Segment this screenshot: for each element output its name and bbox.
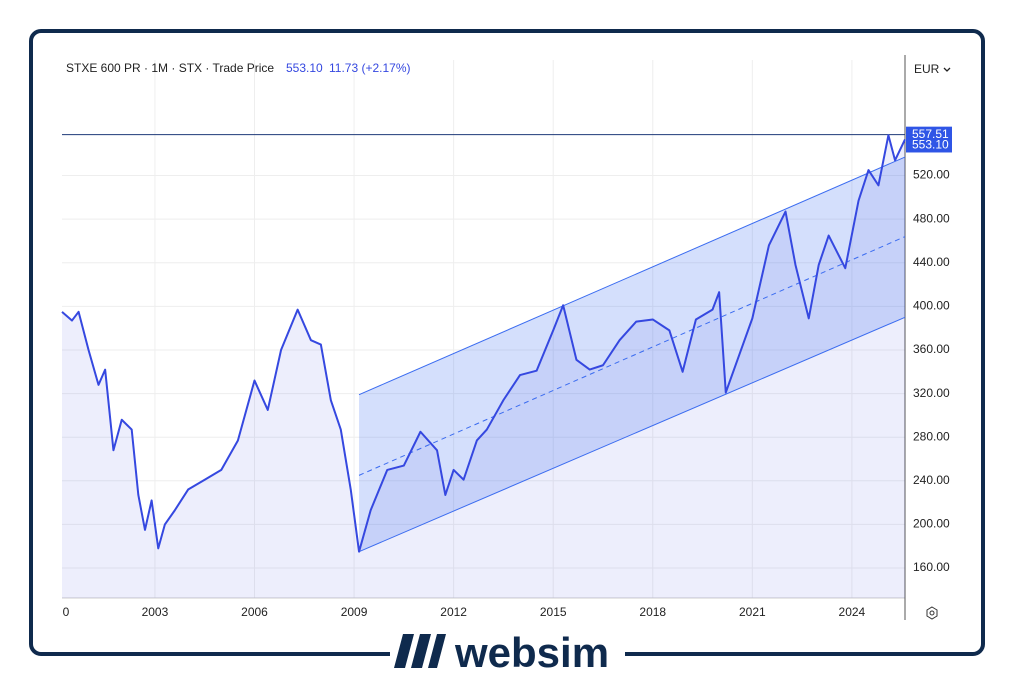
logo-gap xyxy=(390,640,625,680)
x-tick-label: 2003 xyxy=(142,605,169,619)
channel-upper xyxy=(358,156,906,396)
settings-icon[interactable] xyxy=(926,606,938,620)
y-tick-label: 480.00 xyxy=(913,211,950,225)
area xyxy=(62,135,905,599)
y-tick-label: 360.00 xyxy=(913,342,950,356)
y-tick-label: 200.00 xyxy=(913,517,950,531)
x-tick-label: 2009 xyxy=(341,605,368,619)
last-badge-label: 553.10 xyxy=(912,138,949,152)
x-tick-label: 2021 xyxy=(739,605,766,619)
settings-icon-dot xyxy=(929,610,935,616)
y-tick-label: 240.00 xyxy=(913,473,950,487)
x-tick-label: 2012 xyxy=(440,605,467,619)
x-tick-label: 2018 xyxy=(639,605,666,619)
plot xyxy=(61,55,906,620)
last-price: 553.10 xyxy=(286,61,323,75)
price-badge-label: 557.51 xyxy=(912,127,949,141)
logo-icon xyxy=(394,634,446,668)
x-tick-label: 2006 xyxy=(241,605,268,619)
channel-middle xyxy=(358,236,906,476)
logo-text: websim xyxy=(454,629,609,676)
change: 11.73 (+2.17%) xyxy=(329,61,411,75)
currency[interactable]: EUR xyxy=(914,62,940,76)
currency-caret[interactable] xyxy=(943,67,951,72)
x-tick-label: 2024 xyxy=(839,605,866,619)
y-tick-label: 320.00 xyxy=(913,386,950,400)
y-tick-label: 400.00 xyxy=(913,299,950,313)
x-tick-label: 2015 xyxy=(540,605,567,619)
x-tick-label: 0 xyxy=(63,605,70,619)
y-tick-label: 520.00 xyxy=(913,168,950,182)
line xyxy=(61,134,906,553)
y-tick-label: 160.00 xyxy=(913,560,950,574)
y-tick-label: 280.00 xyxy=(913,429,950,443)
price-badge xyxy=(906,126,952,142)
y-tick-label: 440.00 xyxy=(913,255,950,269)
instrument: STXE 600 PR · 1M · STX · Trade Price xyxy=(66,61,274,75)
channel-fill xyxy=(359,157,905,552)
last-badge xyxy=(906,138,952,153)
channel-lower xyxy=(358,316,906,553)
